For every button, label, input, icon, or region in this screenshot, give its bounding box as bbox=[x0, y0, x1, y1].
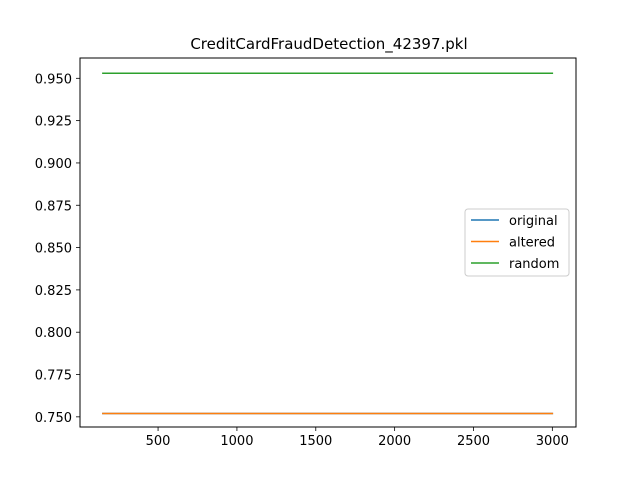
legend: original altered random bbox=[464, 208, 570, 277]
x-tick-label: 1500 bbox=[299, 434, 332, 449]
legend-label-original: original bbox=[509, 214, 558, 229]
y-tick-label: 0.775 bbox=[35, 369, 72, 384]
x-tick-label: 3000 bbox=[536, 434, 569, 449]
y-tick-label: 0.925 bbox=[35, 115, 72, 130]
series-layer bbox=[102, 72, 554, 415]
x-tick-label: 2000 bbox=[378, 434, 411, 449]
x-tick-label: 500 bbox=[146, 434, 171, 449]
y-tick-label: 0.750 bbox=[35, 411, 72, 426]
legend-label-altered: altered bbox=[509, 236, 555, 251]
y-tick-label: 0.875 bbox=[35, 199, 72, 214]
plot-area-frame bbox=[79, 57, 577, 428]
y-tick-label: 0.950 bbox=[35, 72, 72, 87]
x-tick-label: 2500 bbox=[457, 434, 490, 449]
y-tick-label: 0.825 bbox=[35, 284, 72, 299]
y-tick-label: 0.850 bbox=[35, 242, 72, 257]
y-tick-label: 0.900 bbox=[35, 157, 72, 172]
y-tick-label: 0.800 bbox=[35, 326, 72, 341]
y-axis: 0.750 0.775 0.800 0.825 0.850 0.875 0.900 0.925… bbox=[35, 72, 80, 426]
x-axis: 500 1000 1500 2000 2500 3000 bbox=[146, 427, 569, 449]
legend-label-random: random bbox=[509, 257, 559, 272]
x-tick-label: 1000 bbox=[220, 434, 253, 449]
legend-box bbox=[464, 208, 570, 277]
chart-title: CreditCardFraudDetection_42397.pkl bbox=[190, 35, 467, 54]
